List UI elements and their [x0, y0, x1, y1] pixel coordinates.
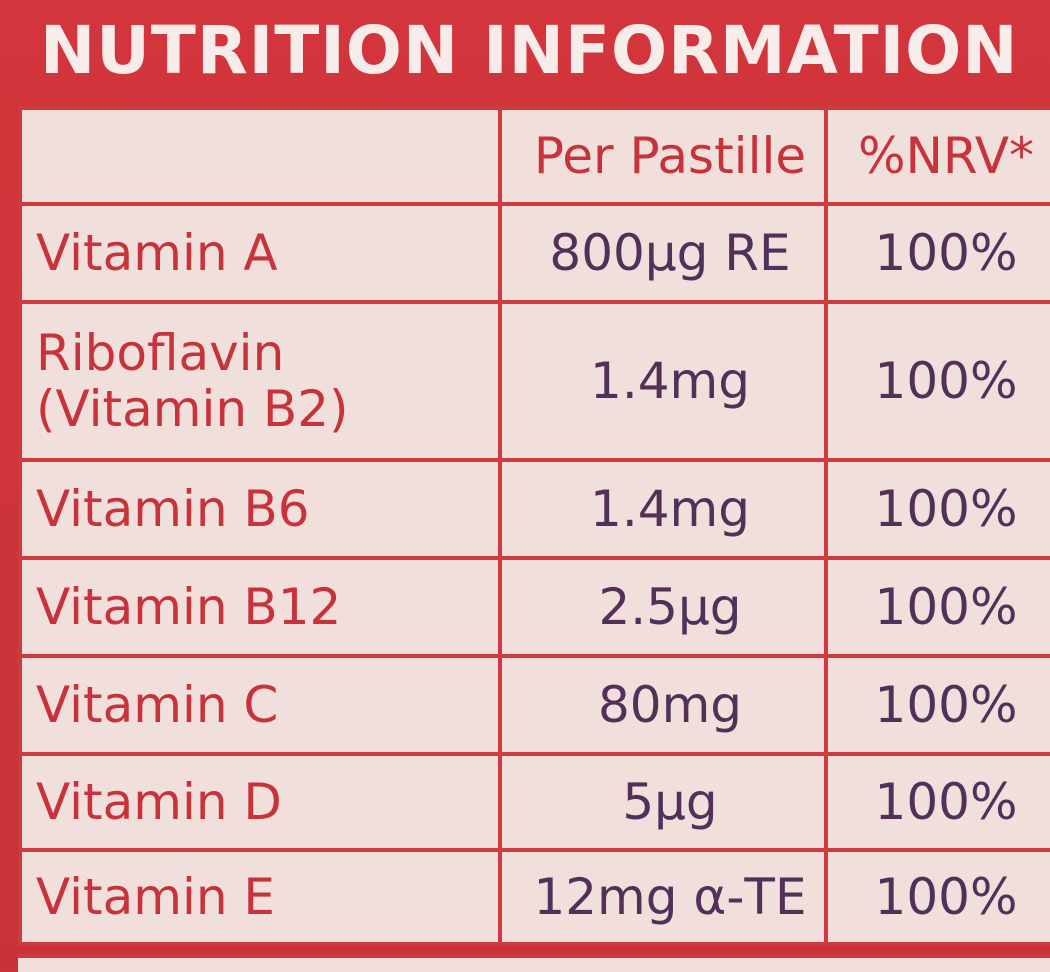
header-empty-cell: [18, 106, 502, 206]
nutrient-name: Vitamin B12: [18, 556, 502, 658]
per-pastille-value: 2.5µg: [498, 556, 828, 658]
panel-title: NUTRITION INFORMATION: [40, 12, 1019, 89]
nutrient-name: Vitamin E: [18, 848, 502, 946]
nrv-value: 100%: [824, 556, 1050, 658]
nutrient-name: Vitamin D: [18, 752, 502, 852]
table-row: Vitamin B12 2.5µg 100%: [18, 556, 1050, 658]
table-row: Riboflavin (Vitamin B2) 1.4mg 100%: [18, 300, 1050, 462]
nrv-value: 100%: [824, 848, 1050, 946]
nutrient-name: Vitamin B6: [18, 458, 502, 560]
table-row: Vitamin B6 1.4mg 100%: [18, 458, 1050, 560]
per-pastille-value: 5µg: [498, 752, 828, 852]
per-pastille-value: 1.4mg: [498, 458, 828, 560]
nrv-value: 100%: [824, 458, 1050, 560]
nrv-value: 100%: [824, 752, 1050, 852]
nrv-value: 100%: [824, 300, 1050, 462]
table-header-row: Per Pastille %NRV*: [18, 106, 1050, 206]
nutrient-name: Vitamin A: [18, 202, 502, 304]
table-row: Vitamin D 5µg 100%: [18, 752, 1050, 852]
table-continuation-strip: [18, 954, 1050, 972]
nrv-value: 100%: [824, 202, 1050, 304]
nrv-value: 100%: [824, 654, 1050, 756]
nutrient-name: Vitamin C: [18, 654, 502, 756]
per-pastille-value: 800µg RE: [498, 202, 828, 304]
per-pastille-value: 80mg: [498, 654, 828, 756]
table-row: Vitamin C 80mg 100%: [18, 654, 1050, 756]
per-pastille-value: 12mg α-TE: [498, 848, 828, 946]
nutrient-name: Riboflavin (Vitamin B2): [18, 300, 502, 462]
nutrient-name-line-1: Riboflavin: [36, 324, 285, 382]
nutrient-name-line-2: (Vitamin B2): [36, 380, 349, 438]
table-row: Vitamin A 800µg RE 100%: [18, 202, 1050, 304]
header-per-pastille: Per Pastille: [498, 106, 828, 206]
nutrition-table: Per Pastille %NRV* Vitamin A 800µg RE 10…: [18, 106, 1050, 946]
per-pastille-value: 1.4mg: [498, 300, 828, 462]
table-row: Vitamin E 12mg α-TE 100%: [18, 848, 1050, 946]
header-nrv: %NRV*: [824, 106, 1050, 206]
